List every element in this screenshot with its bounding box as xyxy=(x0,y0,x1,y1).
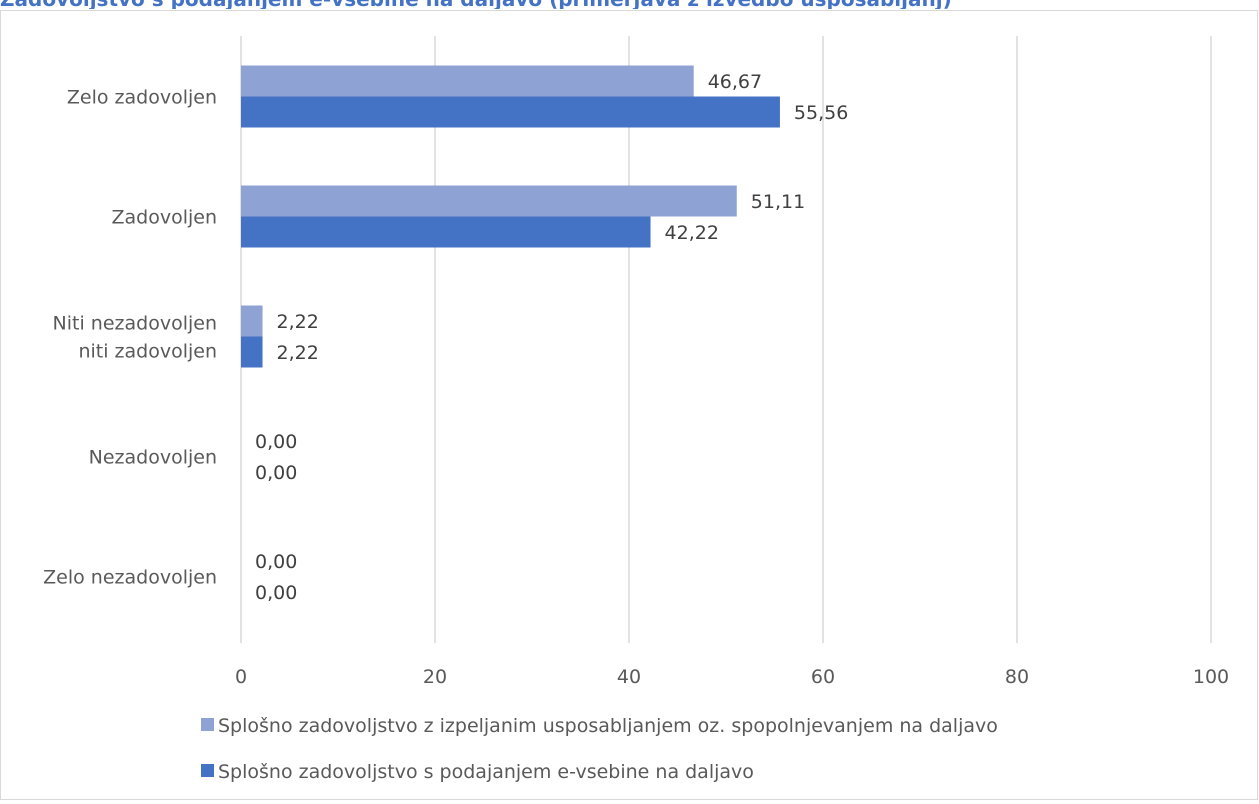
x-tick-label: 60 xyxy=(811,666,835,688)
legend-swatch xyxy=(201,764,214,777)
category-label-line: Niti nezadovoljen xyxy=(53,313,217,335)
category-label-line: Zelo nezadovoljen xyxy=(43,567,217,589)
category-label-line: Zelo zadovoljen xyxy=(67,87,217,109)
bars xyxy=(241,65,780,368)
category-label: Zelo zadovoljen xyxy=(67,87,217,109)
category-label: Zelo nezadovoljen xyxy=(43,567,217,589)
chart-title-strip: Zadovoljstvo s podajanjem e-vsebine na d… xyxy=(0,0,1259,9)
data-label: 2,22 xyxy=(277,311,319,333)
category-label: Zadovoljen xyxy=(111,207,217,229)
legend-label: Splošno zadovoljstvo z izpeljanim usposa… xyxy=(218,715,998,737)
category-label-line: Nezadovoljen xyxy=(89,447,217,469)
category-label: Niti nezadovoljen niti zadovoljen xyxy=(53,313,217,363)
data-label: 51,11 xyxy=(751,191,805,213)
x-tick-label: 100 xyxy=(1193,666,1229,688)
data-label: 0,00 xyxy=(255,551,297,573)
bar-usposabljanje xyxy=(241,65,694,97)
category-label-line: Zadovoljen xyxy=(111,207,217,229)
bar-e-vsebina xyxy=(241,96,780,128)
gridlines xyxy=(240,36,1212,643)
legend: Splošno zadovoljstvo z izpeljanim usposa… xyxy=(201,715,998,783)
x-tick-label: 40 xyxy=(617,666,641,688)
data-label: 2,22 xyxy=(277,342,319,364)
data-labels: 46,67 51,11 2,22 0,00 0,00 55,56 42,22 2,22 0,00… xyxy=(255,71,848,604)
legend-label: Splošno zadovoljstvo s podajanjem e-vseb… xyxy=(218,761,754,783)
category-label-line: niti zadovoljen xyxy=(78,341,217,363)
x-tick-labels: 0 20 40 60 80 100 xyxy=(235,666,1229,688)
x-tick-label: 20 xyxy=(423,666,447,688)
data-label: 42,22 xyxy=(665,222,719,244)
chart-title: Zadovoljstvo s podajanjem e-vsebine na d… xyxy=(0,0,952,9)
legend-swatch xyxy=(201,718,214,731)
bar-e-vsebina xyxy=(241,336,263,368)
data-label: 0,00 xyxy=(255,462,297,484)
data-label: 46,67 xyxy=(708,71,762,93)
category-labels: Zelo zadovoljen Zadovoljen Niti nezadovolj… xyxy=(43,87,217,589)
data-label: 0,00 xyxy=(255,431,297,453)
bar-usposabljanje xyxy=(241,185,737,217)
bar-e-vsebina xyxy=(241,216,651,248)
data-label: 0,00 xyxy=(255,582,297,604)
bar-usposabljanje xyxy=(241,305,263,337)
category-label: Nezadovoljen xyxy=(89,447,217,469)
x-tick-label: 0 xyxy=(235,666,247,688)
x-tick-label: 80 xyxy=(1005,666,1029,688)
data-label: 55,56 xyxy=(794,102,848,124)
